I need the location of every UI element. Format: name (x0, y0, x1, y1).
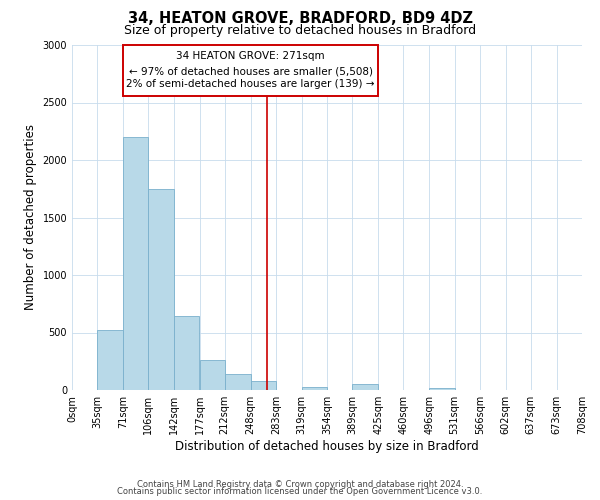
Text: Contains public sector information licensed under the Open Government Licence v3: Contains public sector information licen… (118, 488, 482, 496)
Bar (199, 360, 225, 390)
Bar (148, 189, 174, 390)
Text: Contains HM Land Registry data © Crown copyright and database right 2024.: Contains HM Land Registry data © Crown c… (137, 480, 463, 489)
Bar (251, 382, 276, 390)
Text: 34, HEATON GROVE, BRADFORD, BD9 4DZ: 34, HEATON GROVE, BRADFORD, BD9 4DZ (128, 11, 473, 26)
Y-axis label: Number of detached properties: Number of detached properties (24, 124, 37, 310)
Bar (302, 386, 327, 390)
Text: Size of property relative to detached houses in Bradford: Size of property relative to detached ho… (124, 24, 476, 37)
Bar (123, 137, 148, 390)
Bar (352, 384, 378, 390)
Text: 2% of semi-detached houses are larger (139) →: 2% of semi-detached houses are larger (1… (127, 80, 375, 90)
Bar (97, 330, 123, 390)
Text: 34 HEATON GROVE: 271sqm: 34 HEATON GROVE: 271sqm (176, 51, 325, 61)
X-axis label: Distribution of detached houses by size in Bradford: Distribution of detached houses by size … (175, 440, 479, 453)
Text: ← 97% of detached houses are smaller (5,508): ← 97% of detached houses are smaller (5,… (128, 66, 373, 76)
FancyBboxPatch shape (123, 45, 378, 96)
Bar (174, 316, 199, 390)
Bar (225, 374, 251, 390)
Bar (429, 388, 455, 390)
